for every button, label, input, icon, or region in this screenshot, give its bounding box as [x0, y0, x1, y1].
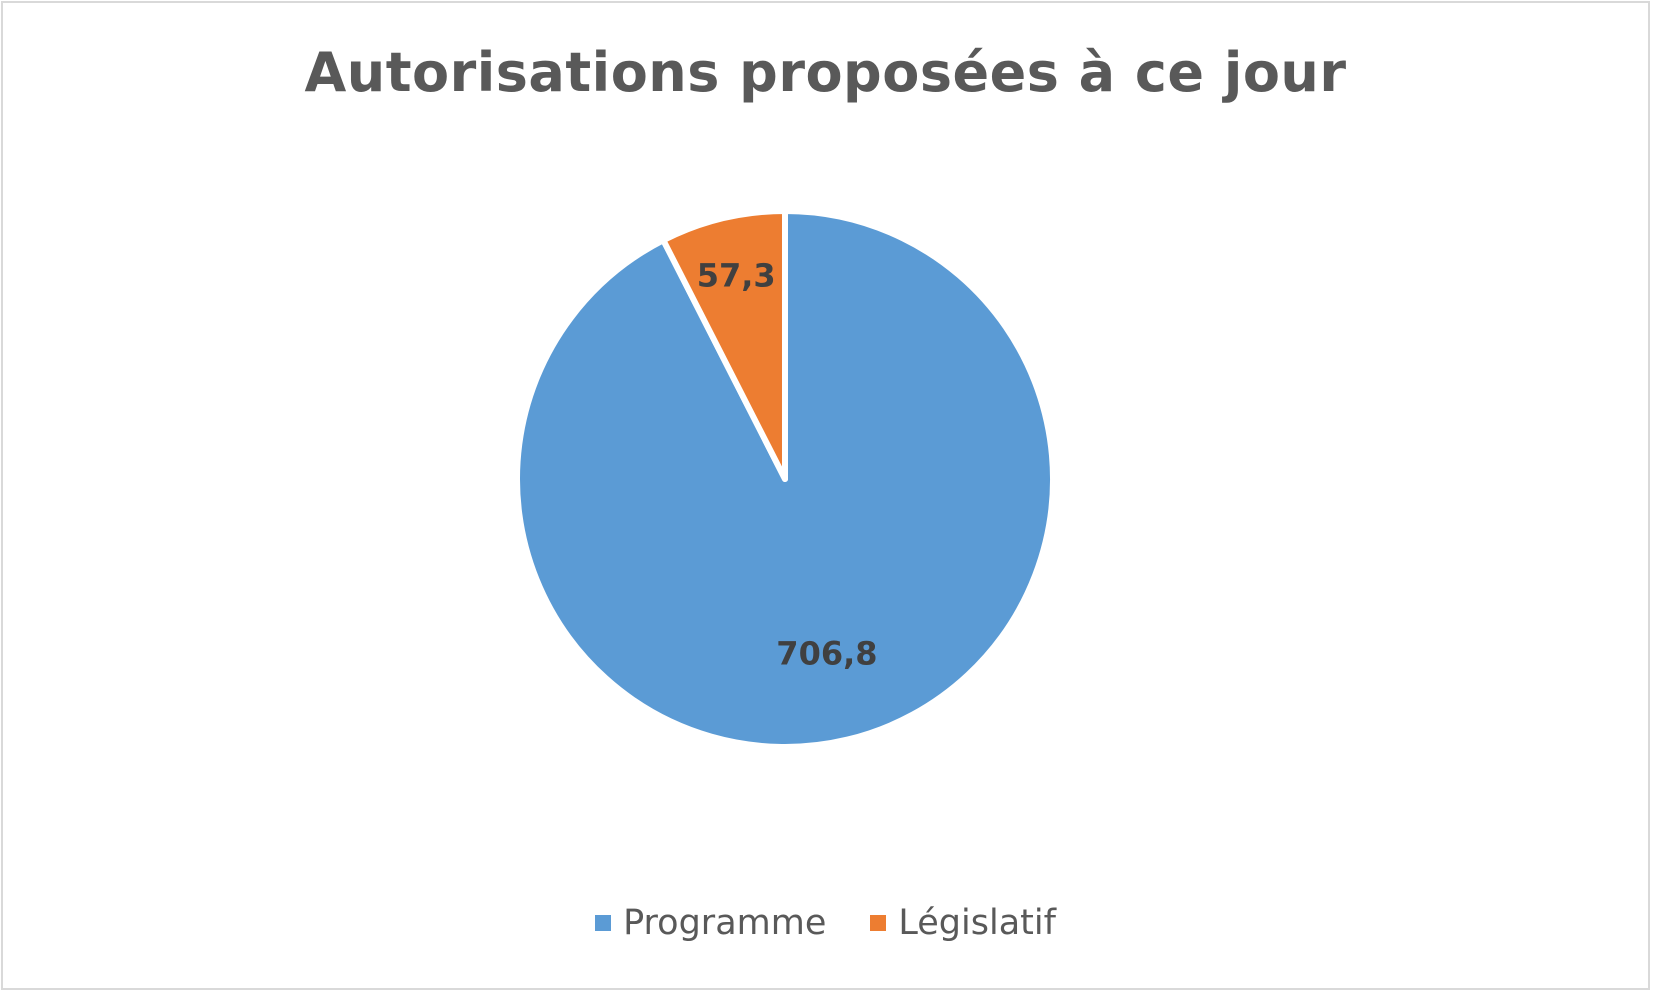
legend-label-legislatif: Législatif [898, 903, 1056, 943]
pie-slices [514, 208, 1056, 750]
legend-item-programme: Programme [595, 903, 826, 943]
pie-data-labels: 706,8 57,3 [697, 257, 878, 673]
pie-slice-legislatif [660, 208, 788, 482]
chart-title: Autorisations proposées à ce jour [304, 41, 1347, 104]
chart-legend: Programme Législatif [3, 903, 1648, 943]
data-label-programme: 706,8 [776, 635, 877, 673]
legend-swatch-programme [595, 915, 612, 931]
data-label-legislatif: 57,3 [697, 257, 776, 295]
legend-item-legislatif: Législatif [870, 903, 1056, 943]
pie-chart: 706,8 57,3 [514, 208, 1056, 750]
legend-label-programme: Programme [623, 903, 827, 943]
legend-swatch-legislatif [870, 915, 887, 931]
